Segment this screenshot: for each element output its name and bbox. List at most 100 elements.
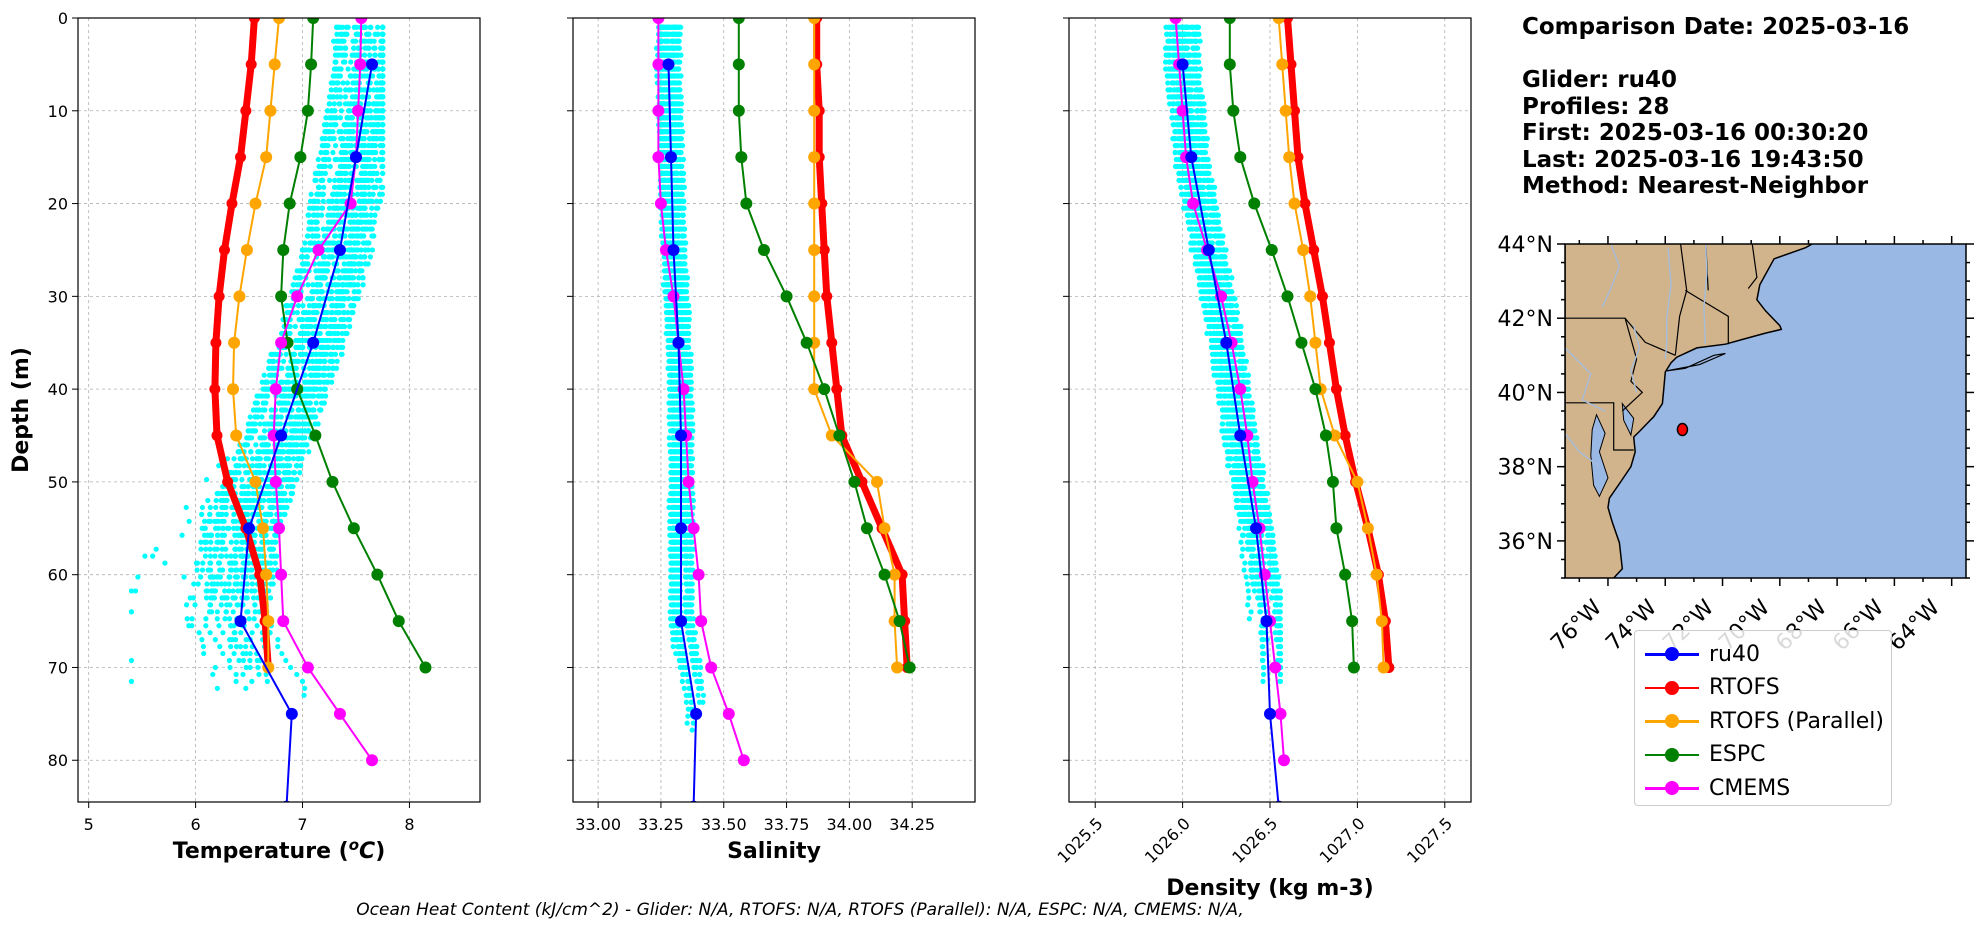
glider-point (265, 560, 271, 566)
glider-point (245, 483, 251, 490)
glider-point (293, 414, 299, 420)
glider-point (241, 483, 247, 490)
glider-point (254, 456, 260, 462)
glider-point (322, 372, 328, 378)
glider-point (362, 170, 368, 177)
glider-point (283, 351, 289, 357)
glider-point (267, 372, 273, 378)
glider-point (339, 163, 345, 170)
glider-point (354, 240, 360, 246)
glider-point (374, 170, 380, 177)
glider-point (315, 198, 321, 204)
glider-point (336, 275, 342, 281)
glider-point (287, 442, 293, 448)
glider-scatter (128, 24, 386, 698)
glider-point (204, 581, 210, 587)
glider-point (218, 497, 224, 504)
glider-point (183, 602, 190, 608)
glider-point (351, 303, 357, 309)
series-point-espc (305, 58, 318, 71)
series-point-espc (309, 429, 322, 442)
glider-point (355, 296, 361, 302)
glider-point (263, 511, 269, 517)
glider-point (230, 609, 236, 615)
glider-point (275, 643, 281, 650)
glider-point (215, 511, 221, 517)
glider-point (380, 122, 386, 128)
glider-point (227, 567, 234, 573)
glider-point (261, 428, 268, 434)
glider-point (267, 504, 273, 511)
glider-point (268, 511, 274, 517)
glider-point (195, 581, 201, 587)
glider-point (337, 184, 344, 190)
glider-point (375, 24, 381, 30)
glider-point (291, 470, 298, 476)
glider-point (279, 650, 285, 657)
glider-point (227, 574, 233, 580)
glider-point (341, 261, 347, 267)
glider-point (282, 511, 288, 517)
glider-point (376, 73, 383, 79)
glider-point (333, 122, 339, 128)
glider-point (325, 330, 331, 337)
glider-point (342, 94, 348, 100)
glider-point (214, 609, 220, 615)
glider-point (362, 45, 368, 51)
glider-point (322, 386, 328, 392)
glider-point (270, 546, 277, 552)
glider-point (179, 532, 185, 538)
glider-point (232, 553, 238, 559)
glider-point (238, 553, 244, 559)
glider-point (341, 309, 348, 316)
glider-point (220, 650, 226, 657)
glider-point (221, 532, 228, 538)
glider-point (203, 546, 209, 552)
glider-point (212, 664, 218, 671)
glider-point (346, 177, 352, 183)
glider-point (278, 463, 284, 469)
glider-point (228, 643, 234, 650)
glider-point (346, 108, 352, 114)
series-point-rtofs (235, 151, 247, 163)
glider-point (322, 149, 328, 156)
glider-point (199, 511, 205, 517)
glider-point (208, 588, 214, 594)
x-tick-label: 5 (84, 815, 94, 834)
glider-point (306, 212, 312, 218)
glider-point (232, 581, 238, 587)
glider-point (362, 142, 368, 149)
series-point-rtofs-parallel- (227, 383, 240, 396)
glider-point (251, 497, 257, 504)
glider-point (329, 296, 336, 302)
glider-point (310, 212, 317, 218)
glider-point (323, 122, 329, 128)
glider-point (337, 323, 343, 330)
glider-point (268, 421, 274, 427)
glider-point (339, 198, 346, 204)
glider-point (186, 518, 192, 524)
glider-point (378, 59, 385, 65)
glider-point (305, 323, 311, 330)
glider-point (212, 553, 218, 559)
glider-point (351, 80, 357, 86)
glider-point (268, 553, 274, 559)
glider-point (302, 240, 308, 246)
glider-point (357, 198, 363, 204)
glider-point (228, 553, 234, 559)
glider-point (262, 449, 268, 455)
glider-point (223, 553, 230, 559)
glider-point (342, 142, 348, 149)
glider-point (253, 463, 260, 469)
glider-point (352, 38, 359, 44)
glider-point (357, 205, 363, 211)
glider-point (231, 650, 237, 657)
glider-point (301, 428, 308, 434)
glider-point (286, 449, 292, 455)
series-point-espc (301, 104, 314, 117)
series-point-rtofs-parallel- (249, 475, 262, 488)
glider-point (334, 31, 340, 37)
glider-point (231, 511, 237, 517)
glider-point (345, 261, 351, 267)
glider-point (680, 129, 686, 135)
